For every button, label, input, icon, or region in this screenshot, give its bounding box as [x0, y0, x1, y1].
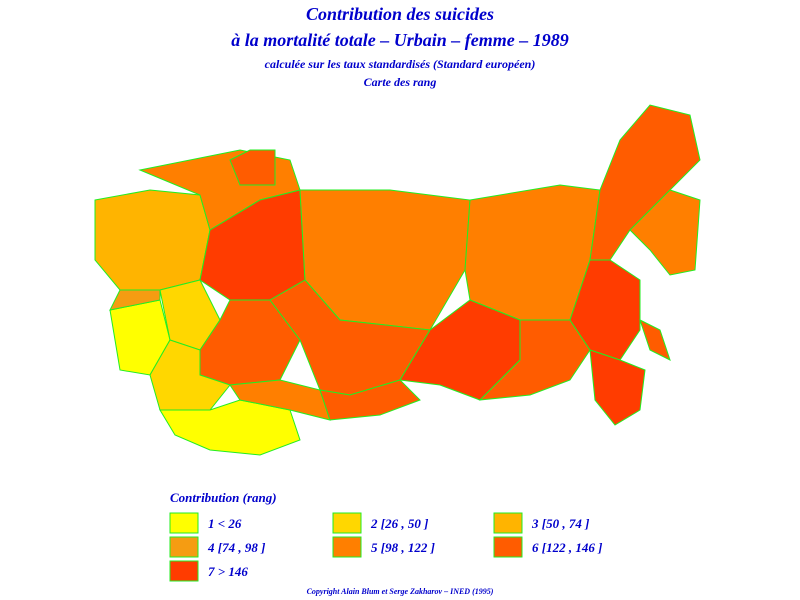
region [159, 399, 301, 456]
legend: 1 < 26 2 [26 , 50 ] 3 [50 , 74 ] 4 [74 , 98… [169, 512, 602, 582]
legend-swatch [169, 536, 199, 558]
region [94, 189, 211, 291]
legend-swatch [169, 560, 199, 582]
region [229, 149, 276, 186]
subtitle: à la mortalité totale – Urbain – femme –… [231, 30, 568, 50]
legend-label: 4 [74 , 98 ] [207, 540, 265, 555]
region [109, 289, 161, 311]
region [629, 189, 701, 276]
legend-label: 5 [98 , 122 ] [371, 540, 435, 555]
legend-label: 3 [50 , 74 ] [531, 516, 589, 531]
legend-title: Contribution (rang) [170, 490, 277, 505]
title: Contribution des suicides [306, 4, 494, 24]
legend-swatch [493, 536, 523, 558]
copyright: Copyright Alain Blum et Serge Zakharov –… [307, 587, 494, 596]
note: calculée sur les taux standardisés (Stan… [265, 57, 536, 71]
map-kind: Carte des rang [364, 75, 437, 89]
region [569, 259, 641, 361]
map [94, 104, 701, 456]
legend-swatch [493, 512, 523, 534]
legend-swatch [169, 512, 199, 534]
legend-swatch [332, 512, 362, 534]
legend-label: 2 [26 , 50 ] [370, 516, 428, 531]
legend-label: 6 [122 , 146 ] [532, 540, 602, 555]
region [639, 319, 671, 361]
legend-label: 1 < 26 [208, 516, 242, 531]
region [589, 349, 646, 426]
legend-label: 7 > 146 [208, 564, 248, 579]
legend-swatch [332, 536, 362, 558]
